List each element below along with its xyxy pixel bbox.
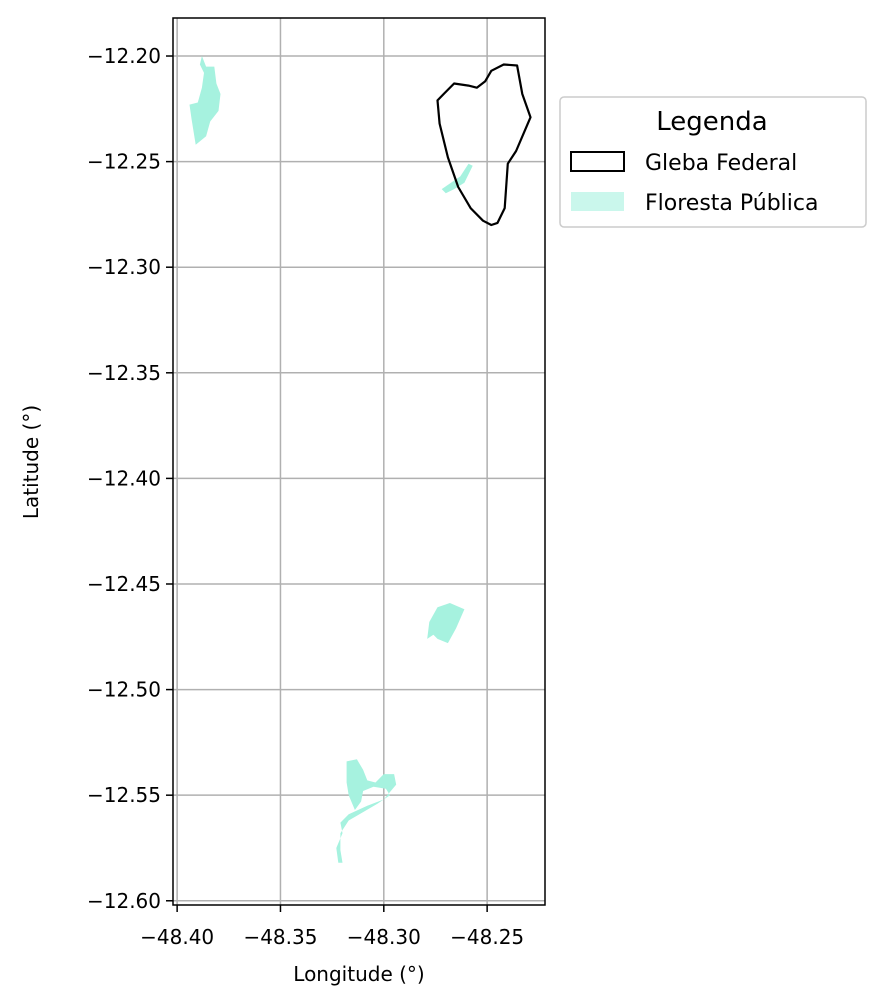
legend: Legenda Gleba Federal Floresta Pública [559,96,867,228]
x-tick-label-3: −48.25 [450,925,524,949]
floresta-p-blica-polygon-2 [427,603,465,644]
legend-label-gleba-federal: Gleba Federal [645,151,797,176]
y-tick-label-7: −12.55 [87,783,161,807]
y-tick-label-3: −12.35 [87,361,161,385]
y-tick-label-0: −12.20 [87,44,161,68]
x-tick-label-1: −48.35 [243,925,317,949]
legend-label-floresta-publica: Floresta Pública [645,191,818,216]
floresta-p-blica-polygon-1 [441,163,473,194]
x-axis-ticks: −48.40 −48.35 −48.30 −48.25 [140,905,524,949]
x-tick-label-2: −48.30 [347,925,421,949]
grid-lines [173,18,545,905]
legend-box [559,96,867,228]
y-tick-label-4: −12.40 [87,466,161,490]
plot-frame [172,17,546,906]
gleba-federal-polygon-0 [436,63,532,227]
floresta-p-blica-polygon-3 [336,759,397,863]
y-tick-label-5: −12.45 [87,572,161,596]
x-tick-label-0: −48.40 [140,925,214,949]
x-axis-label: Longitude (°) [293,962,424,986]
legend-swatch-floresta-publica [571,192,624,211]
legend-swatch-gleba-federal [570,151,625,172]
legend-title: Legenda [656,107,767,137]
y-tick-label-8: −12.60 [87,889,161,913]
y-tick-label-2: −12.30 [87,255,161,279]
y-axis-label: Latitude (°) [19,405,43,519]
y-tick-label-6: −12.50 [87,678,161,702]
y-axis-ticks: −12.20 −12.25 −12.30 −12.35 −12.40 −12.45 −12.… [87,44,173,913]
floresta-p-blica-polygon-0 [189,56,221,145]
map-features [189,56,532,863]
y-tick-label-1: −12.25 [87,150,161,174]
